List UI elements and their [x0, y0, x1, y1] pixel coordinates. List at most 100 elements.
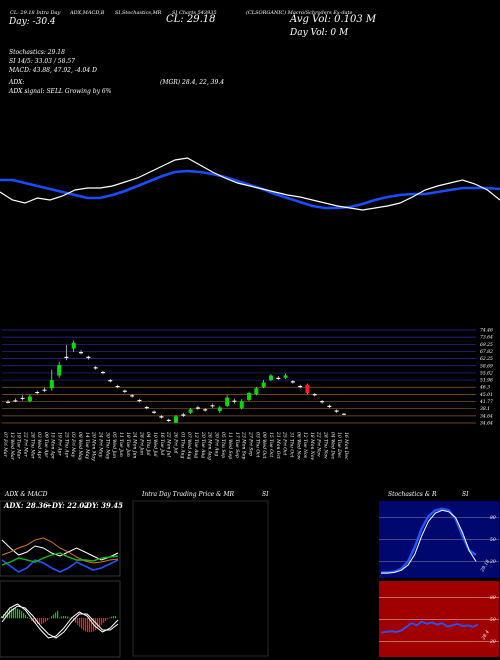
x-tick-label: 18 Tue Jun [125, 432, 131, 457]
x-tick-label: 28 Fri Jun [138, 431, 144, 455]
day-volume: Day Vol: 0 M [289, 28, 349, 38]
candle-body [276, 377, 281, 379]
adx-blue-line [1, 559, 119, 573]
macd-bar [43, 618, 45, 624]
macd-bar [23, 612, 25, 619]
x-tick-label: 30 Thu May [104, 432, 110, 460]
header-item-2: SI,Stochastics,MR [115, 10, 162, 16]
candle-body [320, 401, 325, 403]
y-tick-label: 74.46 [480, 328, 493, 334]
y-tick-label: 62.25 [480, 356, 493, 362]
macd-bar [103, 618, 105, 623]
mrsi-last-label: 28.4 [480, 629, 491, 642]
x-tick-label: 04 Thu Jul [145, 432, 151, 456]
macd-bar [113, 616, 115, 619]
candle-body [137, 399, 142, 402]
stoch-tick-label: 50 [490, 537, 496, 543]
x-tick-label: 27 Fri Sep [248, 431, 254, 456]
candle-body [210, 405, 215, 407]
candle-body [283, 375, 288, 378]
si-text: SI 14/5: 33.03 / 58.57 [9, 58, 75, 65]
adx-green-line [1, 552, 119, 566]
header-item-1: ADX,MACD,B [69, 10, 105, 16]
y-tick-label: 38.1 [480, 406, 490, 412]
x-tick-label: 20 Tue Aug [200, 431, 206, 458]
candle-body [312, 394, 317, 396]
macd-bar [65, 616, 67, 619]
x-tick-label: 26 Mon Aug [207, 431, 213, 460]
candle-body [174, 416, 178, 423]
candle-body [71, 342, 76, 349]
mgr-text: (MGR) 28.4, 22, 39.4 [160, 79, 224, 86]
adx-macd-title: ADX & MACD [4, 491, 48, 498]
macd-bar [67, 616, 69, 619]
stochastics-text: Stochastics: 29.18 [9, 49, 65, 56]
date-axis: 07 Fri Mar 13 Wed Mar 19 Tue Mar 22 Fri Mar… [2, 431, 349, 461]
candle-body [225, 397, 230, 406]
close-price: CL: 29.18 [166, 14, 215, 25]
intraday-frame [132, 500, 269, 657]
macd-bar [105, 618, 107, 621]
candle-body [334, 410, 339, 412]
adx-text: ADX: [8, 79, 24, 86]
candlestick-series [6, 340, 346, 424]
macd-bar [109, 617, 111, 619]
candle-body [13, 400, 18, 402]
x-tick-label: 06 Wed Nov [295, 432, 301, 460]
candle-body [247, 392, 252, 400]
x-tick-label: 11 Wed Sep [227, 432, 233, 459]
macd-bar [27, 616, 29, 619]
candle-body [100, 371, 105, 374]
mrsi-line [380, 620, 479, 634]
y-tick-label: 34.64 [480, 421, 493, 427]
x-tick-label: 28 Thu Mar [29, 431, 35, 460]
header: CL: 29.18 Intra Day ADX,MACD,B SI,Stocha… [8, 9, 377, 95]
candle-body [290, 381, 295, 383]
macd-bar [87, 618, 89, 633]
stoch-line-1 [381, 509, 477, 574]
x-tick-label: 01 Thu Aug [179, 432, 185, 459]
x-tick-label: 19 Fri Apr [57, 432, 63, 456]
macd-text: MACD: 43.88, 47.92, -4.04 D [8, 67, 97, 74]
x-tick-label: 23 Mon Sep [241, 431, 247, 460]
macd-bar [79, 618, 81, 627]
plus-dy-label: +DY: 22.02 [46, 501, 89, 510]
mrsi-frame [379, 581, 499, 657]
macd-bar [89, 618, 91, 633]
mrsi-tick-label: 50 [490, 617, 496, 623]
avg-volume: Avg Vol: 0.103 M [289, 14, 377, 25]
x-tick-label: 09 Tue Apr [43, 432, 49, 458]
candle-body [57, 364, 62, 376]
candle-body [27, 396, 32, 402]
macd-bar [115, 616, 117, 619]
macd-bar [107, 618, 109, 620]
macd-bar [5, 612, 7, 619]
macd-bar [31, 618, 33, 621]
stoch-tick-label: 20 [489, 559, 496, 565]
y-tick-label: 45.01 [479, 392, 493, 398]
candle-body [64, 356, 69, 358]
macd-histogram [1, 603, 119, 639]
x-tick-label: 09 Wed Oct [261, 432, 267, 459]
macd-bar [91, 618, 93, 633]
macd-bar [55, 612, 57, 619]
macd-bar [57, 610, 59, 619]
macd-bar [21, 611, 23, 619]
candle-body [152, 411, 157, 413]
macd-bar [29, 618, 31, 620]
macd-bar [63, 616, 65, 619]
macd-bar [81, 618, 83, 629]
macd-bar [59, 617, 61, 619]
candle-body [342, 413, 346, 415]
adx-panel-frame [0, 500, 121, 577]
candle-body [232, 400, 237, 402]
x-tick-label: 13 Wed Mar [9, 432, 15, 461]
candle-body [217, 407, 222, 411]
y-tick-label: 67.82 [480, 349, 493, 355]
macd-bar [47, 618, 49, 621]
macd-bar [37, 618, 39, 625]
macd-bar [9, 609, 11, 619]
x-tick-label: 24 Mon Jun [132, 431, 138, 459]
